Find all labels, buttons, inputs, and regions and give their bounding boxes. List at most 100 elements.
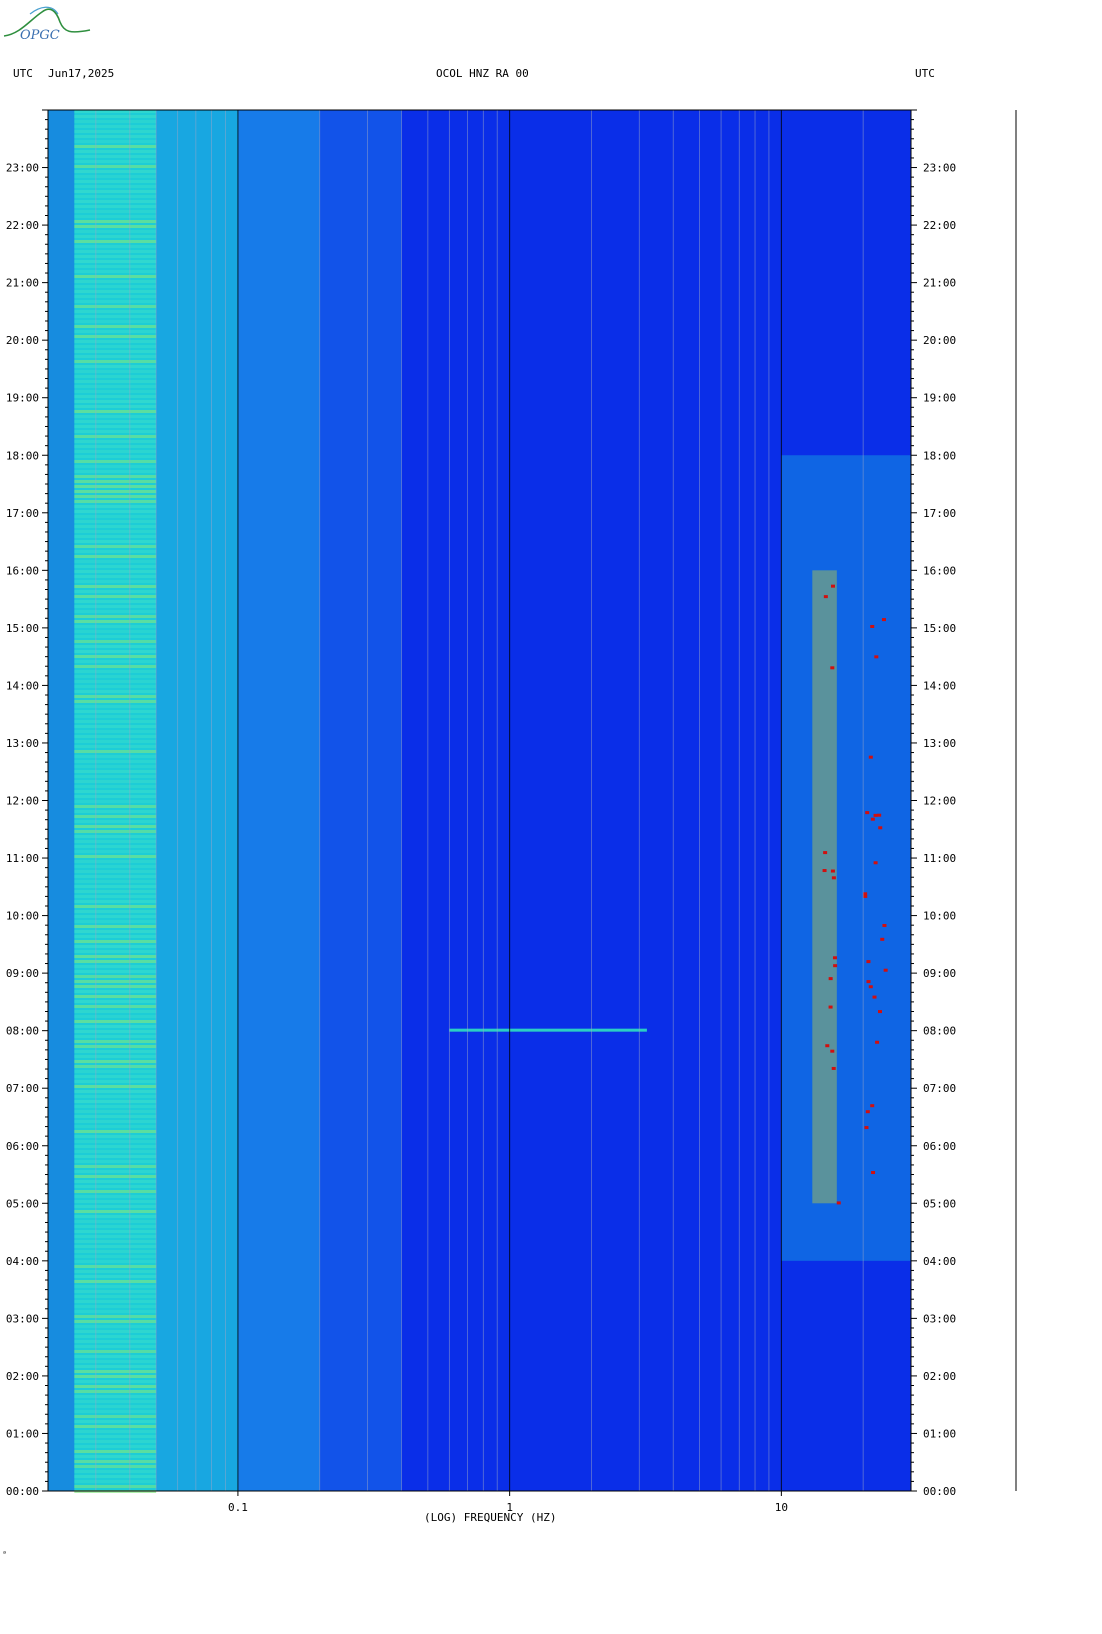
frequency-band-2	[237, 110, 320, 1491]
texture-row	[74, 770, 157, 773]
texture-row	[74, 640, 157, 643]
y-tick-label-left: 14:00	[6, 679, 39, 692]
texture-row	[74, 900, 157, 903]
texture-row	[74, 500, 157, 503]
texture-row	[74, 1465, 157, 1468]
y-tick-label-right: 04:00	[923, 1255, 956, 1268]
texture-row	[74, 740, 157, 743]
texture-row	[74, 620, 157, 623]
texture-row	[74, 260, 157, 263]
texture-row	[74, 1390, 157, 1393]
texture-row	[74, 215, 157, 218]
texture-row	[74, 1135, 157, 1138]
texture-row	[74, 1105, 157, 1108]
texture-row	[74, 310, 157, 313]
texture-row	[74, 210, 157, 213]
texture-row	[74, 675, 157, 678]
lowest-band	[48, 110, 75, 1491]
texture-row	[74, 1470, 157, 1473]
texture-row	[74, 475, 157, 478]
texture-row	[74, 460, 157, 463]
y-tick-label-left: 04:00	[6, 1255, 39, 1268]
texture-row	[74, 955, 157, 958]
texture-row	[74, 1445, 157, 1448]
texture-row	[74, 235, 157, 238]
y-tick-label-left: 06:00	[6, 1140, 39, 1153]
texture-row	[74, 755, 157, 758]
y-tick-label-left: 03:00	[6, 1312, 39, 1325]
energy-peak	[881, 618, 886, 622]
texture-row	[74, 685, 157, 688]
texture-row	[74, 1085, 157, 1088]
texture-row	[74, 1145, 157, 1148]
texture-row	[74, 1235, 157, 1238]
texture-row	[74, 1310, 157, 1313]
texture-row	[74, 730, 157, 733]
texture-row	[74, 380, 157, 383]
texture-row	[74, 365, 157, 368]
texture-row	[74, 1205, 157, 1208]
y-tick-label-right: 11:00	[923, 852, 956, 865]
texture-row	[74, 1250, 157, 1253]
texture-row	[74, 660, 157, 663]
y-tick-label-right: 23:00	[923, 162, 956, 175]
y-tick-label-left: 15:00	[6, 622, 39, 635]
y-tick-label-left: 00:00	[6, 1485, 39, 1498]
texture-row	[74, 1335, 157, 1338]
texture-row	[74, 1290, 157, 1293]
texture-row	[74, 595, 157, 598]
texture-row	[74, 180, 157, 183]
energy-peak	[823, 595, 828, 599]
energy-peak	[875, 1040, 880, 1044]
texture-row	[74, 545, 157, 548]
texture-row	[74, 1415, 157, 1418]
texture-row	[74, 1055, 157, 1058]
texture-row	[74, 1020, 157, 1023]
y-tick-label-left: 13:00	[6, 737, 39, 750]
texture-row	[74, 1180, 157, 1183]
texture-row	[74, 1410, 157, 1413]
frequency-band-1	[156, 110, 238, 1491]
y-tick-label-left: 09:00	[6, 967, 39, 980]
texture-row	[74, 865, 157, 868]
texture-row	[74, 715, 157, 718]
y-tick-label-right: 17:00	[923, 507, 956, 520]
texture-row	[74, 950, 157, 953]
texture-row	[74, 490, 157, 493]
texture-row	[74, 610, 157, 613]
texture-row	[74, 510, 157, 513]
texture-row	[74, 860, 157, 863]
texture-row	[74, 635, 157, 638]
texture-row	[74, 1435, 157, 1438]
texture-row	[74, 185, 157, 188]
energy-peak	[830, 869, 835, 873]
energy-peak	[870, 817, 875, 821]
texture-row	[74, 840, 157, 843]
texture-row	[74, 810, 157, 813]
texture-row	[74, 1425, 157, 1428]
texture-row	[74, 515, 157, 518]
y-tick-label-left: 22:00	[6, 219, 39, 232]
texture-row	[74, 165, 157, 168]
texture-row	[74, 1430, 157, 1433]
y-tick-label-left: 18:00	[6, 449, 39, 462]
texture-row	[74, 895, 157, 898]
energy-peak	[880, 937, 885, 941]
texture-row	[74, 1215, 157, 1218]
y-tick-label-right: 13:00	[923, 737, 956, 750]
texture-row	[74, 320, 157, 323]
energy-peak	[870, 1104, 875, 1108]
texture-row	[74, 990, 157, 993]
texture-row	[74, 370, 157, 373]
texture-row	[74, 360, 157, 363]
texture-row	[74, 1225, 157, 1228]
energy-peak	[830, 584, 835, 588]
texture-row	[74, 255, 157, 258]
texture-row	[74, 170, 157, 173]
texture-row	[74, 975, 157, 978]
texture-row	[74, 1285, 157, 1288]
texture-row	[74, 1065, 157, 1068]
texture-row	[74, 1150, 157, 1153]
y-tick-label-left: 20:00	[6, 334, 39, 347]
texture-row	[74, 410, 157, 413]
